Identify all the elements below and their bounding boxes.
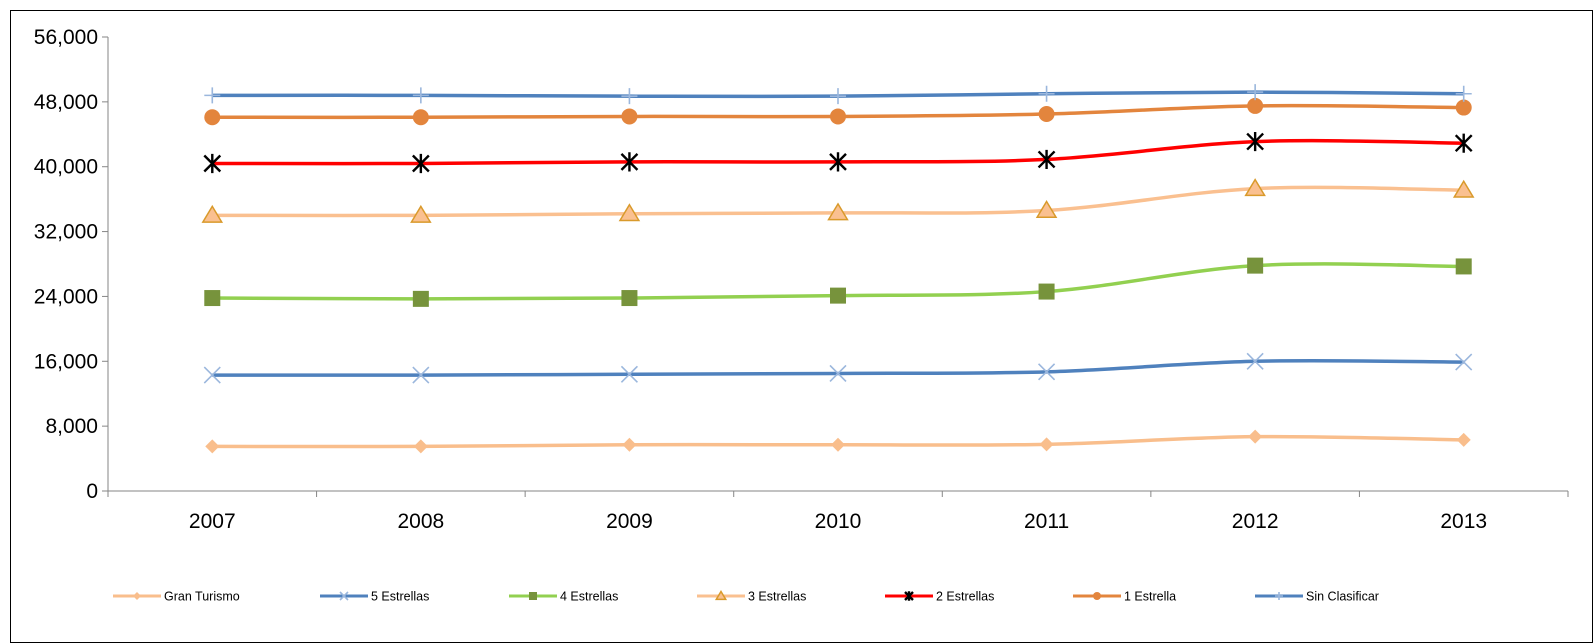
legend-marker [339, 591, 349, 601]
data-point [829, 364, 847, 383]
legend-marker [714, 590, 728, 601]
data-point [1038, 106, 1055, 123]
axes [107, 37, 1568, 492]
data-point [621, 290, 638, 307]
x-axis-ticks: 2007 2008 2009 2010 2011 2012 2013 [107, 491, 1569, 533]
legend-marker [904, 591, 914, 601]
data-point [1246, 131, 1264, 152]
data-point [1039, 437, 1054, 452]
data-point [1035, 200, 1058, 218]
y-axis-ticks: 0 8,000 16,000 24,000 32,000 40,000 48,000 56,0… [34, 26, 108, 503]
data-point [412, 109, 429, 126]
legend-label: 4 Estrellas [560, 590, 618, 604]
data-point [1037, 149, 1056, 170]
legend-marker [1093, 592, 1101, 600]
data-point [1456, 432, 1471, 447]
data-point [621, 108, 638, 125]
data-point [622, 437, 637, 452]
data-point [618, 203, 641, 222]
data-point [830, 287, 846, 304]
y-tick-label: 16,000 [34, 350, 98, 373]
legend-item: 3 Estrellas [697, 590, 806, 604]
legend-item: 2 Estrellas [885, 590, 994, 604]
data-point [204, 109, 221, 126]
x-tick-label: 2011 [1024, 510, 1069, 533]
data-point [413, 439, 428, 454]
legend-item: 1 Estrella [1073, 590, 1176, 604]
data-point [203, 366, 221, 384]
data-point [827, 202, 849, 221]
data-point [831, 437, 845, 452]
data-point [205, 439, 220, 454]
data-point [1454, 133, 1473, 153]
y-tick-label: 32,000 [34, 221, 98, 244]
x-tick-label: 2009 [606, 510, 653, 533]
legend: Gran Turismo 5 Estrellas 4 Estrellas 3 Estr… [113, 590, 1379, 604]
data-point [620, 152, 639, 172]
legend-label: 1 Estrella [1124, 590, 1176, 604]
x-tick-label: 2013 [1440, 510, 1487, 533]
data-point [1244, 178, 1266, 197]
data-point [204, 87, 221, 104]
y-tick-label: 56,000 [34, 26, 98, 49]
x-tick-label: 2010 [815, 510, 862, 533]
data-point [1038, 85, 1055, 102]
data-point [830, 108, 846, 125]
data-point [412, 366, 430, 384]
legend-marker [133, 592, 141, 600]
legend-item: Sin Clasificar [1255, 590, 1379, 604]
legend-label: 2 Estrellas [936, 590, 994, 604]
legend-label: 5 Estrellas [371, 590, 429, 604]
data-point [621, 88, 638, 105]
data-point [410, 204, 432, 223]
legend-item: Gran Turismo [113, 590, 240, 604]
legend-marker [529, 592, 537, 600]
data-point [1246, 352, 1264, 370]
data-point [204, 290, 221, 307]
data-point [1455, 258, 1472, 275]
data-point [1455, 353, 1473, 371]
data-point [1455, 99, 1472, 116]
data-point [1247, 84, 1264, 101]
x-tick-label: 2007 [189, 510, 236, 533]
data-point [1038, 363, 1056, 381]
data-point [412, 290, 429, 307]
data-point [1247, 97, 1264, 114]
y-tick-label: 8,000 [45, 415, 98, 438]
legend-label: Sin Clasificar [1306, 590, 1379, 604]
data-point [201, 204, 224, 223]
series-markers [201, 84, 1475, 454]
y-tick-label: 0 [86, 480, 98, 503]
data-point [620, 365, 638, 383]
data-point [830, 88, 846, 105]
data-point [1247, 257, 1264, 274]
data-point [412, 87, 429, 104]
data-point [1038, 283, 1055, 300]
legend-item: 4 Estrellas [509, 590, 618, 604]
x-tick-label: 2012 [1232, 510, 1279, 533]
series-lines [212, 90, 1464, 449]
y-tick-label: 40,000 [34, 156, 98, 179]
data-point [1452, 179, 1475, 198]
legend-item: 5 Estrellas [320, 590, 429, 604]
data-point [1455, 85, 1472, 102]
data-point [1248, 429, 1263, 444]
data-point [203, 153, 222, 174]
data-point [412, 153, 430, 174]
y-tick-label: 48,000 [34, 91, 98, 114]
legend-label: 3 Estrellas [748, 590, 806, 604]
y-tick-label: 24,000 [34, 285, 98, 308]
legend-marker [1275, 592, 1283, 600]
x-tick-label: 2008 [397, 510, 444, 533]
data-point [829, 152, 847, 172]
legend-label: Gran Turismo [164, 590, 240, 604]
